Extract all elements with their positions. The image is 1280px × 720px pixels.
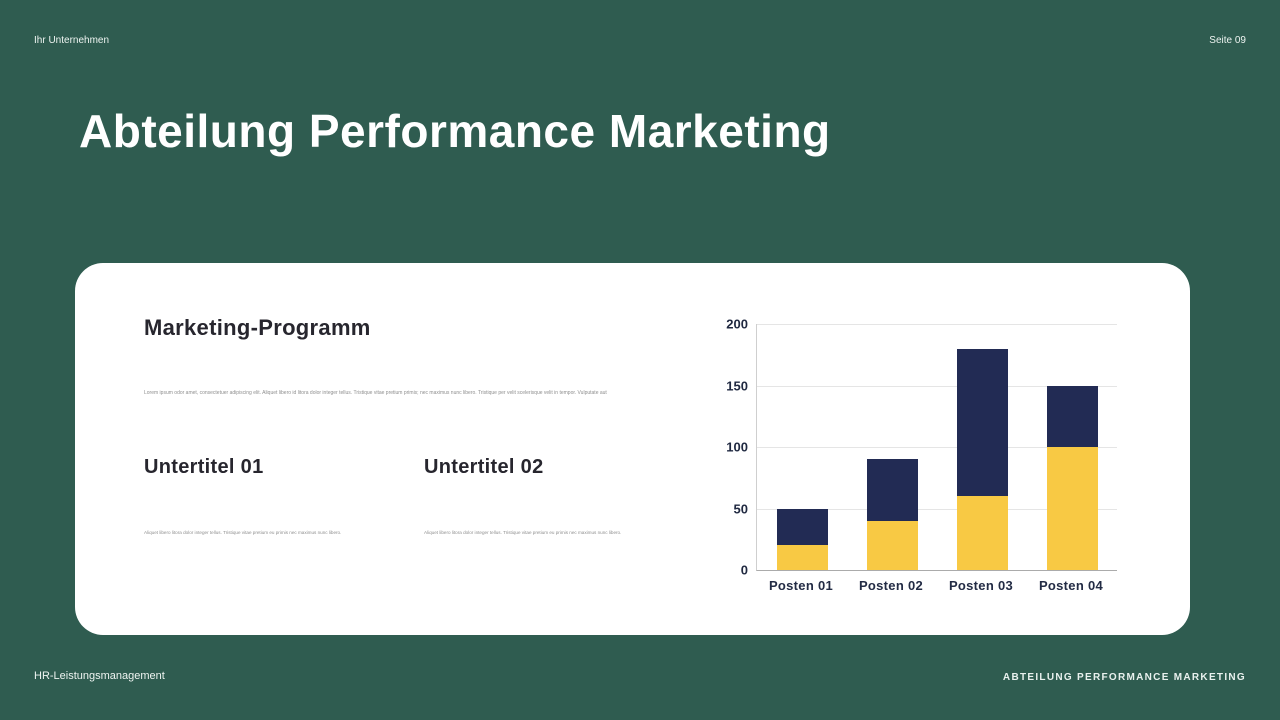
bar-group — [757, 324, 1117, 570]
bar-segment-series-2 — [866, 459, 918, 521]
subtitle-2: Untertitel 02 — [424, 456, 544, 478]
y-tick-label: 200 — [726, 316, 748, 332]
gridline — [757, 385, 1117, 387]
chart-y-axis: 0 50 100 150 200 — [702, 317, 748, 578]
y-tick-label: 50 — [733, 501, 748, 516]
page-number: Seite 09 — [1209, 35, 1246, 46]
gridline — [757, 447, 1117, 448]
bar-segment-series-1 — [956, 496, 1008, 570]
y-tick-label: 150 — [726, 378, 748, 393]
subtitle-2-text: Aliquet libero litora dolor integer tell… — [424, 530, 622, 535]
company-label: Ihr Unternehmen — [34, 35, 110, 46]
bar-3 — [937, 324, 1027, 570]
y-tick-label: 100 — [726, 439, 748, 455]
bar-segment-series-2 — [776, 508, 828, 546]
bar-2 — [847, 324, 937, 570]
subtitle-1-text: Aliquet libero litora dolor integer tell… — [144, 530, 342, 535]
x-category-label: Posten 02 — [858, 578, 924, 593]
subtitle-1: Untertitel 01 — [144, 456, 264, 478]
content-card: Marketing-Programm Lorem ipsum odor amet… — [75, 263, 1190, 635]
stacked-bar-chart: 0 50 100 150 200 Posten 01 Posten 02 Posten 03… — [702, 317, 1168, 614]
x-category-label: Posten 01 — [768, 578, 834, 593]
bar-segment-series-1 — [1046, 447, 1098, 570]
x-category-label: Posten 04 — [1038, 578, 1104, 593]
section-paragraph: Lorem ipsum odor amet, consectetuer adip… — [144, 390, 607, 396]
gridline — [757, 324, 1117, 325]
section-heading: Marketing-Programm — [144, 315, 371, 340]
gridline — [757, 508, 1117, 510]
bar-segment-series-2 — [1046, 385, 1098, 447]
footer-right-label: ABTEILUNG PERFORMANCE MARKETING — [1002, 672, 1246, 683]
y-tick-label: 0 — [740, 562, 748, 578]
bar-1 — [757, 324, 847, 570]
x-category-label: Posten 03 — [948, 578, 1014, 593]
bar-segment-series-1 — [776, 545, 828, 570]
chart-plot — [756, 324, 1117, 571]
bar-segment-series-2 — [956, 348, 1008, 497]
bar-segment-series-1 — [866, 520, 918, 570]
bar-4 — [1027, 324, 1117, 570]
footer-left-label: HR-Leistungsmanagement — [34, 670, 165, 682]
slide-title: Abteilung Performance Marketing — [79, 105, 831, 157]
chart-x-axis: Posten 01 Posten 02 Posten 03 Posten 04 — [756, 578, 1116, 593]
